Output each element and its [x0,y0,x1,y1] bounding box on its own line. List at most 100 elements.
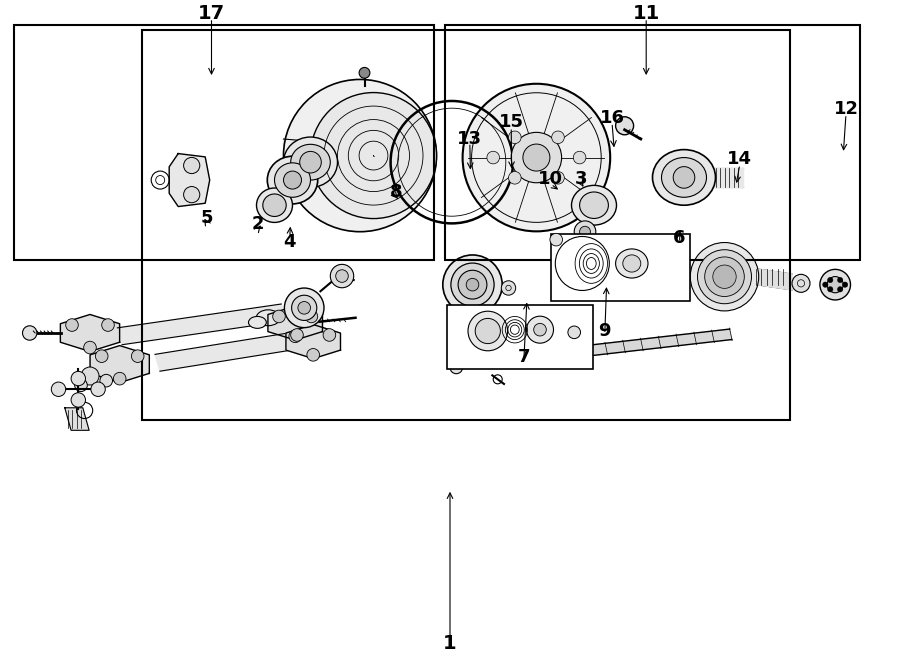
Circle shape [336,269,348,283]
Circle shape [298,301,310,314]
Text: 9: 9 [598,322,611,340]
Ellipse shape [572,185,616,225]
Circle shape [550,233,562,246]
Circle shape [71,371,86,386]
Circle shape [305,310,318,323]
Text: 8: 8 [390,183,402,201]
Circle shape [673,167,695,188]
Text: 11: 11 [633,4,660,23]
Circle shape [307,348,320,361]
Circle shape [837,287,842,292]
Circle shape [450,361,463,374]
Circle shape [616,117,634,135]
Polygon shape [90,346,149,383]
Text: 15: 15 [499,113,524,132]
Circle shape [468,311,508,351]
Circle shape [284,288,324,328]
Circle shape [552,171,564,184]
Circle shape [84,341,96,354]
Circle shape [95,350,108,363]
Ellipse shape [652,150,716,205]
Circle shape [71,393,86,407]
Ellipse shape [256,188,292,222]
Circle shape [508,171,521,184]
Ellipse shape [248,316,266,328]
Circle shape [100,374,112,387]
Polygon shape [286,324,340,359]
Polygon shape [65,408,89,430]
Circle shape [698,250,752,304]
Text: 16: 16 [599,109,625,127]
Circle shape [330,264,354,288]
Text: 1: 1 [443,634,457,653]
Ellipse shape [616,249,648,278]
Circle shape [184,187,200,203]
Circle shape [451,263,494,307]
Ellipse shape [274,163,310,197]
Ellipse shape [263,194,286,216]
Polygon shape [268,306,322,340]
Polygon shape [499,329,732,366]
Circle shape [273,310,285,323]
Text: 10: 10 [538,169,563,188]
Text: 12: 12 [833,100,859,118]
Text: 7: 7 [518,348,530,367]
Bar [551,234,690,301]
Text: 5: 5 [201,209,213,228]
Polygon shape [169,154,210,207]
Circle shape [22,326,37,340]
Circle shape [580,226,590,237]
Circle shape [820,269,850,300]
Circle shape [113,372,126,385]
Text: 4: 4 [284,232,296,251]
Polygon shape [155,330,309,371]
Polygon shape [284,139,324,189]
Circle shape [463,84,610,231]
Circle shape [75,379,87,392]
Ellipse shape [291,144,330,180]
Ellipse shape [267,156,318,204]
Circle shape [827,277,843,293]
Circle shape [359,68,370,78]
Circle shape [568,326,580,339]
Polygon shape [117,304,286,345]
Circle shape [573,151,586,164]
Text: 14: 14 [727,150,752,168]
Circle shape [552,131,564,144]
Circle shape [487,151,500,164]
Bar [14,25,434,260]
Polygon shape [60,314,120,352]
Circle shape [508,131,521,144]
Circle shape [690,242,759,311]
Circle shape [291,328,303,342]
Circle shape [823,282,828,287]
Circle shape [184,158,200,173]
Circle shape [292,295,317,320]
Circle shape [131,350,144,363]
Bar [447,305,593,369]
Bar [445,25,860,260]
Circle shape [828,287,833,292]
Ellipse shape [580,192,608,218]
Ellipse shape [662,158,706,197]
Ellipse shape [284,137,338,187]
Circle shape [102,318,114,332]
Circle shape [310,93,436,218]
Circle shape [501,281,516,295]
Text: 3: 3 [575,169,588,188]
Text: 13: 13 [457,130,482,148]
Circle shape [289,330,302,343]
Circle shape [91,382,105,397]
Circle shape [466,278,479,291]
Ellipse shape [623,255,641,272]
Circle shape [323,328,336,342]
Circle shape [526,316,554,343]
Text: 2: 2 [252,214,265,233]
Circle shape [842,282,848,287]
Ellipse shape [284,79,436,232]
Circle shape [713,265,736,289]
Circle shape [458,270,487,299]
Circle shape [574,221,596,242]
Circle shape [705,257,744,297]
Polygon shape [756,269,792,290]
